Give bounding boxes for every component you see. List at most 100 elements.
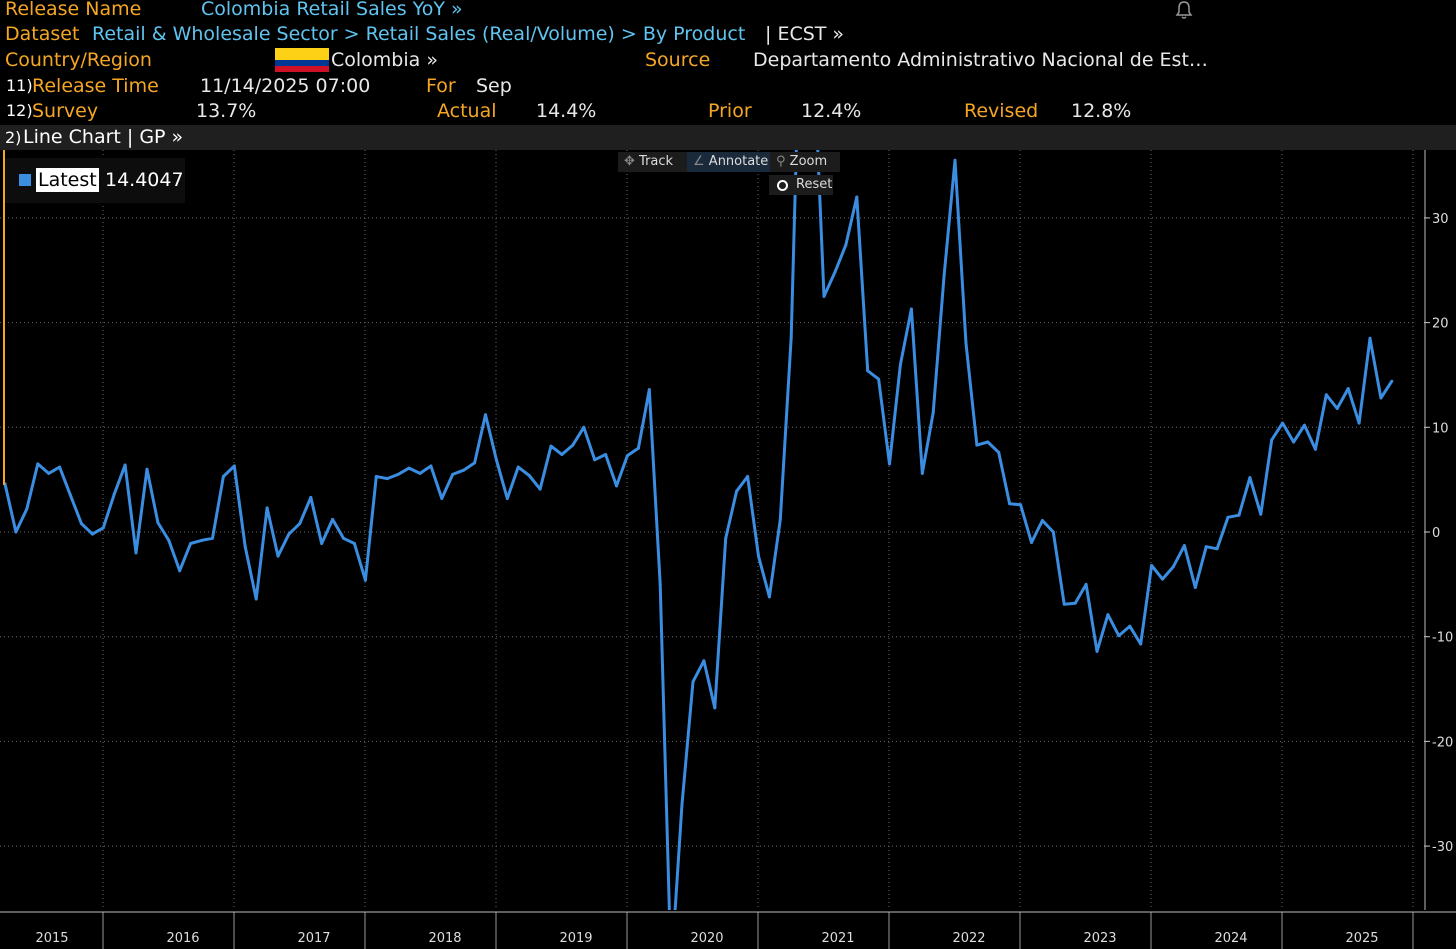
annotate-button[interactable]: ∠ Annotate bbox=[687, 152, 777, 172]
series-point bbox=[986, 440, 990, 444]
series-point bbox=[287, 532, 291, 536]
series-point bbox=[134, 551, 138, 555]
series-point bbox=[1073, 601, 1077, 605]
series-point bbox=[920, 471, 924, 475]
x-tick-label: 2017 bbox=[297, 931, 330, 946]
release-name-link[interactable]: Colombia Retail Sales YoY » bbox=[201, 0, 463, 20]
series-point bbox=[484, 413, 487, 417]
series-point bbox=[232, 464, 236, 468]
series-point bbox=[385, 477, 389, 481]
dataset-path-link[interactable]: Retail & Wholesale Sector > Retail Sales… bbox=[92, 23, 746, 45]
for-value: Sep bbox=[476, 75, 512, 97]
series-point bbox=[440, 497, 444, 500]
series-point bbox=[320, 542, 324, 545]
series-point bbox=[1270, 438, 1274, 442]
series-point bbox=[571, 443, 575, 447]
series-point bbox=[1281, 421, 1285, 425]
zoom-button[interactable]: ⚲ Zoom bbox=[770, 152, 840, 172]
series-point bbox=[352, 542, 356, 545]
series-point bbox=[1150, 564, 1154, 567]
line-chart[interactable]: -30 -20 -10 0 10 20 30 2015 2016 2017 2018 2019 202… bbox=[0, 150, 1456, 949]
dataset-code[interactable]: | ECST » bbox=[765, 23, 845, 45]
legend-value: 14.4047 bbox=[105, 169, 184, 191]
survey-row: 12) Survey 13.7% Actual 14.4% Prior 12.4… bbox=[0, 98, 1456, 124]
survey-label[interactable]: Survey bbox=[32, 100, 99, 122]
actual-value: 14.4% bbox=[536, 100, 597, 122]
series-point bbox=[1161, 577, 1164, 581]
series-point bbox=[866, 369, 870, 373]
source-label: Source bbox=[645, 49, 711, 71]
series-point bbox=[1040, 519, 1044, 522]
series-point bbox=[145, 467, 149, 471]
series-point bbox=[396, 472, 400, 476]
series-point bbox=[1051, 530, 1055, 534]
series-point bbox=[363, 578, 367, 582]
series-point bbox=[211, 536, 214, 540]
reset-icon bbox=[777, 180, 788, 191]
release-time-value: 11/14/2025 07:00 bbox=[200, 75, 371, 97]
series-point bbox=[1259, 512, 1263, 516]
x-tick-label: 2022 bbox=[952, 931, 985, 946]
chart-grid bbox=[0, 150, 1414, 910]
series-point bbox=[25, 507, 29, 511]
release-name-row: Release Name Colombia Retail Sales YoY » bbox=[0, 0, 1456, 22]
series-point bbox=[560, 453, 564, 456]
series-point bbox=[975, 443, 979, 447]
bell-icon[interactable] bbox=[1174, 0, 1194, 20]
line-chart-title[interactable]: Line Chart | GP » bbox=[23, 126, 184, 148]
line-chart-number[interactable]: 2) bbox=[5, 128, 22, 147]
series-point bbox=[14, 530, 18, 534]
series-point bbox=[58, 465, 62, 469]
release-time-label[interactable]: Release Time bbox=[32, 75, 159, 97]
series-point bbox=[877, 377, 881, 381]
series-point bbox=[844, 243, 848, 247]
y-tick-label: 30 bbox=[1432, 212, 1449, 227]
series-point bbox=[582, 425, 586, 429]
magnifier-icon: ⚲ bbox=[776, 154, 786, 169]
series-point bbox=[855, 195, 859, 199]
series-point bbox=[1357, 421, 1361, 425]
legend-label[interactable]: Latest bbox=[36, 168, 99, 192]
series-point bbox=[298, 522, 302, 526]
series-point bbox=[494, 458, 498, 462]
series-point bbox=[1335, 407, 1339, 410]
series-point bbox=[178, 569, 182, 573]
series-point bbox=[833, 270, 837, 274]
release-time-number[interactable]: 11) bbox=[6, 76, 33, 95]
series-point bbox=[746, 475, 750, 478]
country-value[interactable]: Colombia » bbox=[331, 49, 438, 71]
series-point bbox=[636, 446, 640, 450]
track-button[interactable]: ✥ Track bbox=[618, 152, 697, 172]
series-point bbox=[462, 468, 466, 472]
series-point bbox=[1324, 393, 1328, 397]
actual-label: Actual bbox=[437, 100, 497, 122]
series-point bbox=[909, 307, 913, 311]
dataset-label: Dataset bbox=[5, 23, 80, 45]
series-point bbox=[243, 545, 247, 549]
colombia-flag-icon bbox=[275, 48, 329, 72]
series-point bbox=[1237, 513, 1241, 517]
series-point bbox=[309, 495, 313, 499]
series-point bbox=[516, 465, 520, 469]
series-point bbox=[1193, 586, 1197, 589]
series-point bbox=[1368, 336, 1372, 340]
survey-number[interactable]: 12) bbox=[6, 101, 33, 120]
series-point bbox=[167, 538, 171, 542]
reset-button[interactable]: Reset bbox=[769, 175, 833, 195]
source-value[interactable]: Departamento Administrativo Nacional de … bbox=[753, 49, 1208, 71]
series-line-latest bbox=[3, 150, 1394, 910]
chart-toolbar: 2) Line Chart | GP » bbox=[0, 125, 1456, 150]
series-point bbox=[1390, 379, 1394, 383]
x-tick-label: 2021 bbox=[821, 931, 854, 946]
series-point bbox=[276, 554, 280, 558]
cursor-marker bbox=[3, 150, 5, 485]
y-axis: -30 -20 -10 0 10 20 30 bbox=[1424, 150, 1453, 910]
series-point bbox=[1204, 545, 1208, 549]
prior-label: Prior bbox=[708, 100, 752, 122]
series-point bbox=[1030, 541, 1033, 544]
series-point bbox=[331, 517, 335, 521]
series-point bbox=[898, 363, 902, 366]
series-point bbox=[593, 458, 597, 462]
series-point bbox=[964, 342, 968, 345]
series-point bbox=[1226, 515, 1230, 519]
